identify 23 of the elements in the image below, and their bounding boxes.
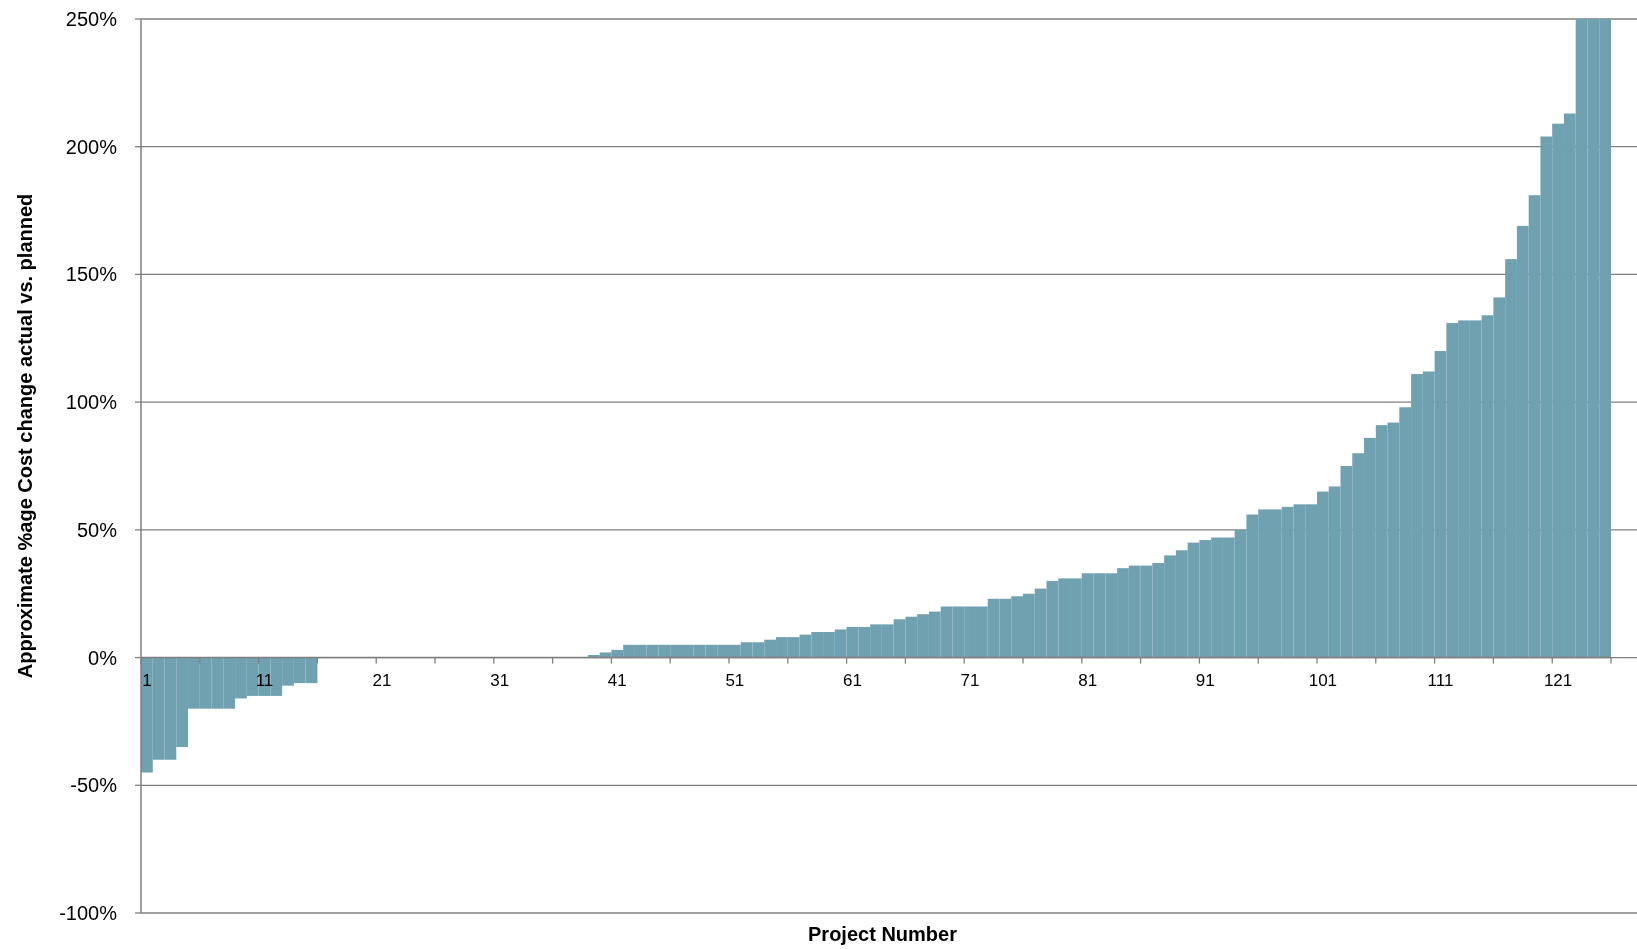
x-tick-label: 71 (960, 670, 980, 690)
x-tick-label: 111 (1427, 670, 1454, 690)
x-tick-label: 91 (1195, 670, 1215, 690)
x-tick-label: 121 (1543, 670, 1573, 690)
y-tick-label: 150% (65, 263, 118, 286)
y-tick-label: 250% (65, 8, 118, 30)
x-tick-label: 81 (1078, 670, 1098, 690)
y-tick-label: 0% (88, 646, 118, 669)
y-tick-label: -100% (59, 902, 118, 924)
x-tick-label: 61 (843, 670, 862, 690)
y-tick-label: 50% (76, 518, 118, 541)
x-tick-label: 21 (372, 670, 392, 690)
y-tick-label: 100% (65, 391, 118, 414)
y-axis-title: Approximate %age Cost change actual vs. planned (14, 193, 36, 679)
x-tick-label: 51 (725, 670, 745, 690)
x-tick-label: 1 (142, 670, 152, 690)
y-tick-label: -50% (70, 774, 118, 797)
x-tick-label: 41 (607, 670, 627, 690)
x-axis-title: Project Number (808, 923, 958, 945)
x-tick-label: 31 (490, 670, 510, 690)
y-tick-label: 200% (65, 135, 118, 158)
x-tick-label: 101 (1308, 670, 1338, 690)
x-tick-label: 11 (255, 670, 274, 690)
